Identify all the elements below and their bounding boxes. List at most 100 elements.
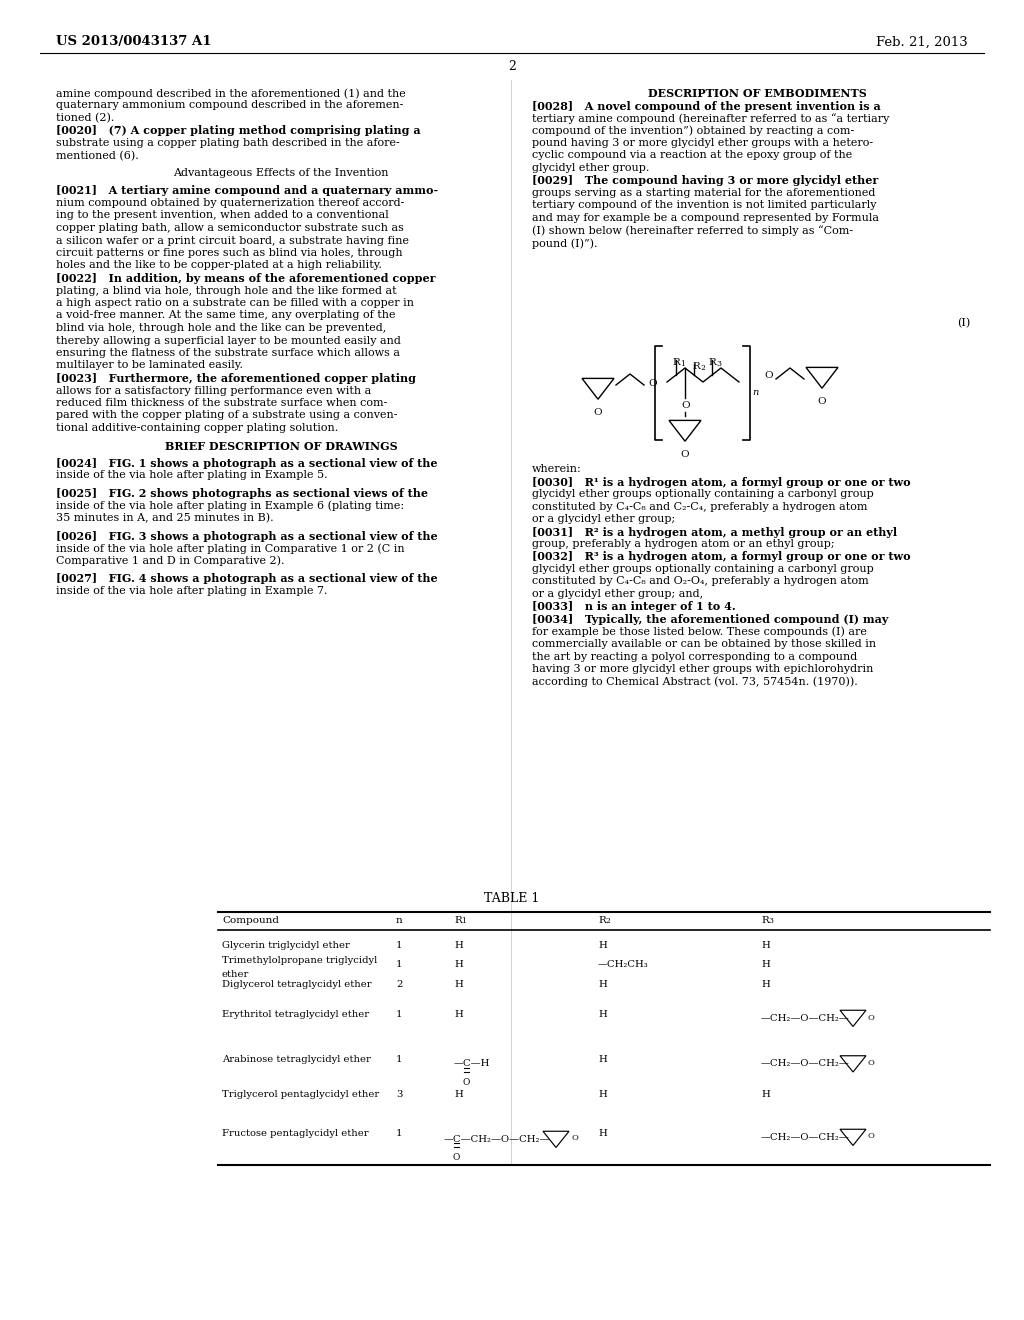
Text: inside of the via hole after plating in Example 6 (plating time:: inside of the via hole after plating in …	[56, 500, 404, 511]
Text: or a glycidyl ether group;: or a glycidyl ether group;	[532, 513, 675, 524]
Text: having 3 or more glycidyl ether groups with epichlorohydrin: having 3 or more glycidyl ether groups w…	[532, 664, 873, 675]
Text: inside of the via hole after plating in Example 5.: inside of the via hole after plating in …	[56, 470, 328, 480]
Text: Glycerin triglycidyl ether: Glycerin triglycidyl ether	[222, 941, 350, 949]
Text: H: H	[761, 960, 770, 969]
Text: blind via hole, through hole and the like can be prevented,: blind via hole, through hole and the lik…	[56, 323, 386, 333]
Text: pared with the copper plating of a substrate using a conven-: pared with the copper plating of a subst…	[56, 411, 397, 421]
Text: glycidyl ether group.: glycidyl ether group.	[532, 162, 649, 173]
Text: Comparative 1 and D in Comparative 2).: Comparative 1 and D in Comparative 2).	[56, 556, 285, 566]
Text: H: H	[761, 979, 770, 989]
Text: ensuring the flatness of the substrate surface which allows a: ensuring the flatness of the substrate s…	[56, 348, 400, 358]
Text: —CH₂—O—CH₂—: —CH₂—O—CH₂—	[761, 1060, 850, 1068]
Text: Compound: Compound	[222, 916, 279, 925]
Text: Feb. 21, 2013: Feb. 21, 2013	[877, 36, 968, 49]
Text: DESCRIPTION OF EMBODIMENTS: DESCRIPTION OF EMBODIMENTS	[647, 88, 866, 99]
Text: group, preferably a hydrogen atom or an ethyl group;: group, preferably a hydrogen atom or an …	[532, 539, 835, 549]
Text: 3: 3	[768, 917, 773, 925]
Text: —CH₂—O—CH₂—: —CH₂—O—CH₂—	[761, 1133, 850, 1142]
Text: [0034]   Typically, the aforementioned compound (I) may: [0034] Typically, the aforementioned com…	[532, 614, 889, 624]
Text: Fructose pentaglycidyl ether: Fructose pentaglycidyl ether	[222, 1129, 369, 1138]
Text: 1: 1	[396, 1129, 402, 1138]
Text: glycidyl ether groups optionally containing a carbonyl group: glycidyl ether groups optionally contain…	[532, 564, 873, 574]
Text: [0020]   (7) A copper plating method comprising plating a: [0020] (7) A copper plating method compr…	[56, 125, 421, 136]
Text: H: H	[598, 1010, 607, 1019]
Text: amine compound described in the aforementioned (1) and the: amine compound described in the aforemen…	[56, 88, 406, 99]
Text: a silicon wafer or a print circuit board, a substrate having fine: a silicon wafer or a print circuit board…	[56, 235, 409, 246]
Text: and may for example be a compound represented by Formula: and may for example be a compound repres…	[532, 213, 879, 223]
Text: Arabinose tetraglycidyl ether: Arabinose tetraglycidyl ether	[222, 1056, 371, 1064]
Text: 1: 1	[396, 1056, 402, 1064]
Text: [0026]   FIG. 3 shows a photograph as a sectional view of the: [0026] FIG. 3 shows a photograph as a se…	[56, 531, 437, 541]
Text: O: O	[681, 450, 689, 459]
Text: nium compound obtained by quaternerization thereof accord-: nium compound obtained by quaternerizati…	[56, 198, 404, 209]
Text: 3: 3	[716, 360, 721, 368]
Text: [0022]   In addition, by means of the aforementioned copper: [0022] In addition, by means of the afor…	[56, 273, 435, 284]
Text: a void-free manner. At the same time, any overplating of the: a void-free manner. At the same time, an…	[56, 310, 395, 321]
Text: 1: 1	[396, 960, 402, 969]
Text: O: O	[462, 1078, 470, 1086]
Text: constituted by C₄-C₈ and C₂-C₄, preferably a hydrogen atom: constituted by C₄-C₈ and C₂-C₄, preferab…	[532, 502, 867, 511]
Text: Triglycerol pentaglycidyl ether: Triglycerol pentaglycidyl ether	[222, 1090, 379, 1100]
Text: H: H	[454, 1010, 463, 1019]
Text: 1: 1	[396, 941, 402, 949]
Text: H: H	[761, 941, 770, 949]
Text: [0023]   Furthermore, the aforementioned copper plating: [0023] Furthermore, the aforementioned c…	[56, 374, 416, 384]
Text: or a glycidyl ether group; and,: or a glycidyl ether group; and,	[532, 589, 703, 599]
Text: [0029]   The compound having 3 or more glycidyl ether: [0029] The compound having 3 or more gly…	[532, 176, 879, 186]
Text: O: O	[594, 408, 602, 417]
Text: n: n	[752, 388, 758, 397]
Text: thereby allowing a superficial layer to be mounted easily and: thereby allowing a superficial layer to …	[56, 335, 400, 346]
Text: 3: 3	[396, 1090, 402, 1100]
Text: R: R	[598, 916, 606, 925]
Text: 35 minutes in A, and 25 minutes in B).: 35 minutes in A, and 25 minutes in B).	[56, 513, 273, 523]
Text: inside of the via hole after plating in Comparative 1 or 2 (C in: inside of the via hole after plating in …	[56, 543, 404, 553]
Text: H: H	[454, 1090, 463, 1100]
Text: groups serving as a starting material for the aforementioned: groups serving as a starting material fo…	[532, 187, 876, 198]
Text: 2: 2	[700, 364, 705, 372]
Text: O: O	[648, 380, 656, 388]
Text: cyclic compound via a reaction at the epoxy group of the: cyclic compound via a reaction at the ep…	[532, 150, 852, 161]
Text: [0028]   A novel compound of the present invention is a: [0028] A novel compound of the present i…	[532, 100, 881, 111]
Text: [0024]   FIG. 1 shows a photograph as a sectional view of the: [0024] FIG. 1 shows a photograph as a se…	[56, 458, 437, 469]
Text: commercially available or can be obtained by those skilled in: commercially available or can be obtaine…	[532, 639, 877, 649]
Text: O: O	[818, 397, 826, 407]
Text: O: O	[868, 1059, 874, 1067]
Text: R: R	[672, 358, 680, 367]
Text: H: H	[598, 1090, 607, 1100]
Text: the art by reacting a polyol corresponding to a compound: the art by reacting a polyol correspondi…	[532, 652, 857, 661]
Text: wherein:: wherein:	[532, 465, 582, 474]
Text: 2: 2	[396, 979, 402, 989]
Text: inside of the via hole after plating in Example 7.: inside of the via hole after plating in …	[56, 586, 328, 595]
Text: according to Chemical Abstract (vol. 73, 57454n. (1970)).: according to Chemical Abstract (vol. 73,…	[532, 676, 858, 688]
Text: reduced film thickness of the substrate surface when com-: reduced film thickness of the substrate …	[56, 399, 387, 408]
Text: ing to the present invention, when added to a conventional: ing to the present invention, when added…	[56, 210, 389, 220]
Text: O: O	[868, 1133, 874, 1140]
Text: 2: 2	[605, 917, 610, 925]
Text: holes and the like to be copper-plated at a high reliability.: holes and the like to be copper-plated a…	[56, 260, 382, 271]
Text: a high aspect ratio on a substrate can be filled with a copper in: a high aspect ratio on a substrate can b…	[56, 298, 414, 308]
Text: [0030]   R¹ is a hydrogen atom, a formyl group or one or two: [0030] R¹ is a hydrogen atom, a formyl g…	[532, 477, 910, 487]
Text: multilayer to be laminated easily.: multilayer to be laminated easily.	[56, 360, 243, 371]
Text: n: n	[396, 916, 402, 925]
Text: tional additive-containing copper plating solution.: tional additive-containing copper platin…	[56, 422, 338, 433]
Text: tertiary amine compound (hereinafter referred to as “a tertiary: tertiary amine compound (hereinafter ref…	[532, 114, 890, 124]
Text: constituted by C₄-C₈ and O₂-O₄, preferably a hydrogen atom: constituted by C₄-C₈ and O₂-O₄, preferab…	[532, 577, 868, 586]
Text: [0032]   R³ is a hydrogen atom, a formyl group or one or two: [0032] R³ is a hydrogen atom, a formyl g…	[532, 552, 910, 562]
Text: H: H	[598, 1129, 607, 1138]
Text: H: H	[598, 979, 607, 989]
Text: allows for a satisfactory filling performance even with a: allows for a satisfactory filling perfor…	[56, 385, 372, 396]
Text: —CH₂CH₃: —CH₂CH₃	[598, 960, 649, 969]
Text: substrate using a copper plating bath described in the afore-: substrate using a copper plating bath de…	[56, 139, 399, 148]
Text: R: R	[761, 916, 769, 925]
Text: R: R	[708, 358, 716, 367]
Text: pound having 3 or more glycidyl ether groups with a hetero-: pound having 3 or more glycidyl ether gr…	[532, 139, 873, 148]
Text: quaternary ammonium compound described in the aforemen-: quaternary ammonium compound described i…	[56, 100, 403, 111]
Text: copper plating bath, allow a semiconductor substrate such as: copper plating bath, allow a semiconduct…	[56, 223, 403, 234]
Text: O: O	[453, 1154, 460, 1163]
Text: H: H	[454, 941, 463, 949]
Text: compound of the invention”) obtained by reacting a com-: compound of the invention”) obtained by …	[532, 125, 854, 136]
Text: [0031]   R² is a hydrogen atom, a methyl group or an ethyl: [0031] R² is a hydrogen atom, a methyl g…	[532, 527, 897, 537]
Text: [0033]   n is an integer of 1 to 4.: [0033] n is an integer of 1 to 4.	[532, 602, 736, 612]
Text: circuit patterns or fine pores such as blind via holes, through: circuit patterns or fine pores such as b…	[56, 248, 402, 257]
Text: glycidyl ether groups optionally containing a carbonyl group: glycidyl ether groups optionally contain…	[532, 488, 873, 499]
